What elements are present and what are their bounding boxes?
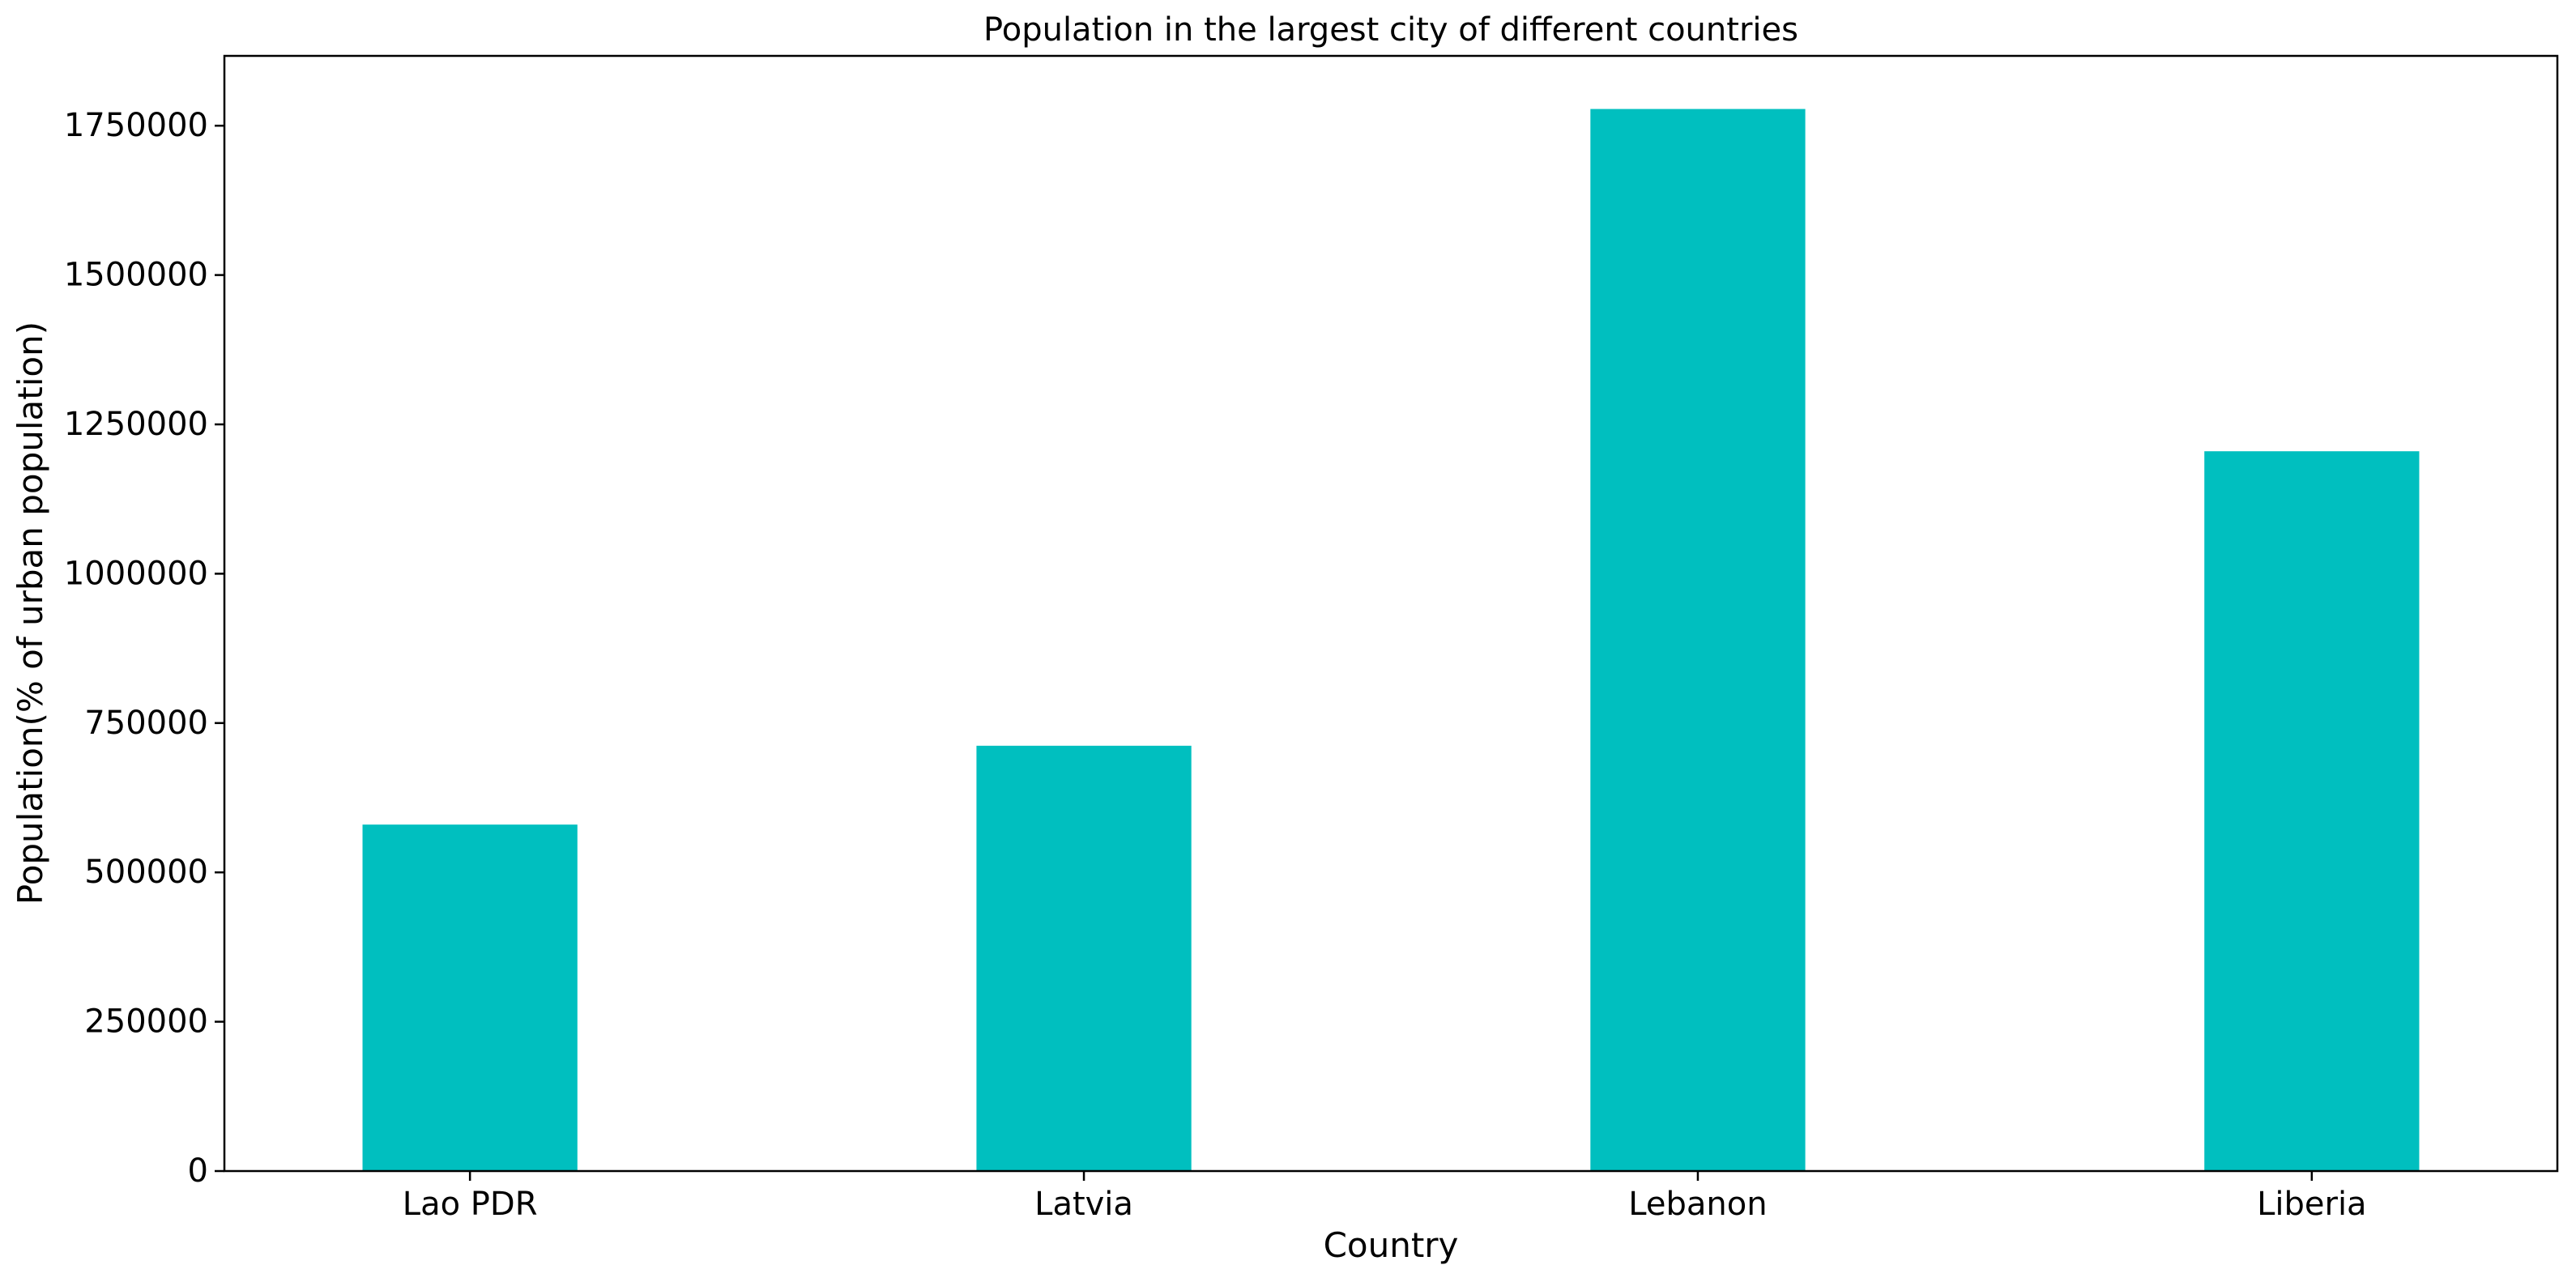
x-tick-label: Latvia — [1034, 1186, 1133, 1223]
y-axis-ticks: 0 250000 500000 750000 1000000 1250000 1500000… — [64, 107, 224, 1190]
y-tick-label: 750000 — [84, 705, 208, 742]
plot-frame — [223, 54, 2559, 1173]
y-tick-label: 500000 — [84, 854, 208, 891]
y-tick-label: 0 — [188, 1152, 208, 1190]
x-axis-label: Country — [1324, 1225, 1459, 1265]
bars-group — [362, 109, 2420, 1172]
x-tick-label: Lebanon — [1628, 1186, 1767, 1223]
y-tick-label: 1000000 — [64, 555, 208, 592]
x-tick-label: Lao PDR — [403, 1186, 538, 1223]
x-tick-label: Liberia — [2257, 1186, 2366, 1223]
plot-area — [224, 56, 2557, 1171]
x-axis-ticks: Lao PDR Latvia Lebanon Liberia — [403, 1171, 2367, 1223]
y-tick-label: 1500000 — [64, 257, 208, 294]
chart-title: Population in the largest city of differ… — [983, 11, 1798, 49]
bar-liberia — [2204, 451, 2420, 1171]
bar-lebanon — [1590, 109, 1806, 1172]
y-axis-label: Population(% of urban population) — [11, 322, 50, 905]
y-tick-label: 250000 — [84, 1003, 208, 1041]
y-tick-label: 1750000 — [64, 107, 208, 144]
bar-lao-pdr — [362, 824, 578, 1171]
y-tick-label: 1250000 — [64, 406, 208, 443]
bar-latvia — [976, 745, 1192, 1171]
